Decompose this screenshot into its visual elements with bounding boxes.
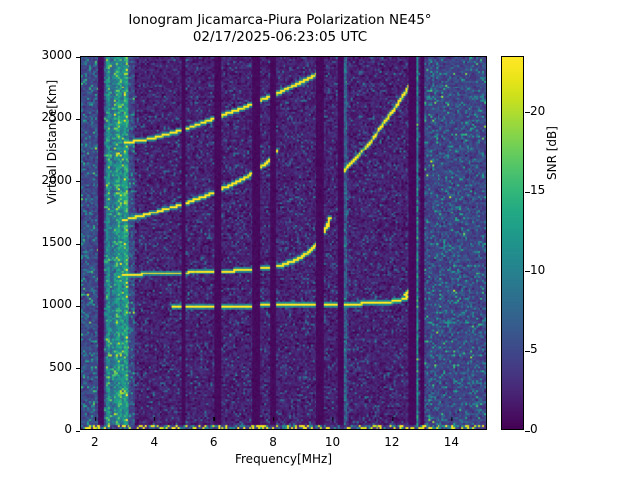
colorbar-tick-label: 5 [525,342,538,356]
figure-title: Ionogram Jicamarca-Piura Polarization NE… [0,12,560,46]
colorbar-tick-mark [525,112,530,114]
y-tick-mark [75,56,80,58]
colorbar-tick-label: 10 [525,263,545,277]
colorbar-tick-label: 0 [525,422,538,436]
colorbar [501,56,524,430]
y-tick-mark [75,305,80,307]
x-tick-mark [94,416,96,421]
y-tick-mark [75,430,80,432]
colorbar-tick-mark [525,271,530,273]
y-tick-label: 1500 [0,235,80,249]
ionogram-plot-area [80,56,487,430]
y-tick-label: 0 [0,422,80,436]
figure-title-line1: Ionogram Jicamarca-Piura Polarization NE… [128,12,432,28]
colorbar-tick-label: 20 [525,104,545,118]
x-tick-label: 12 [384,416,400,449]
colorbar-gradient [502,57,523,429]
x-tick-mark [154,416,156,421]
x-tick-mark [213,416,215,421]
colorbar-tick-mark [525,430,530,432]
y-tick-label: 1000 [0,297,80,311]
x-tick-mark [391,416,394,421]
x-axis-label: Frequency[MHz] [234,452,333,466]
y-tick-mark [75,181,80,183]
y-tick-label: 3000 [0,48,80,62]
x-tick-mark [451,416,453,421]
colorbar-tick-mark [525,350,530,353]
x-tick-label: 14 [444,416,459,449]
colorbar-tick-mark [525,191,530,193]
ionogram-heatmap [81,57,486,429]
y-tick-label: 2500 [0,110,80,124]
y-tick-mark [75,243,80,245]
y-tick-label: 500 [0,360,80,374]
y-tick-mark [75,368,80,370]
x-tick-mark [332,416,334,421]
colorbar-label: SNR [dB] [545,126,559,180]
x-tick-label: 6 [210,416,217,449]
figure-title-line2: 02/17/2025-06:23:05 UTC [192,29,368,45]
y-tick-label: 2000 [0,173,80,187]
x-tick-label: 2 [91,416,99,449]
colorbar-tick-label: 15 [525,183,545,197]
x-tick-label: 4 [150,416,158,449]
x-tick-label: 10 [325,416,340,449]
y-tick-mark [75,118,80,120]
y-axis-label: Virtual Distance[Km] [45,79,59,205]
x-tick-label: 8 [269,416,277,449]
x-tick-mark [273,416,275,421]
